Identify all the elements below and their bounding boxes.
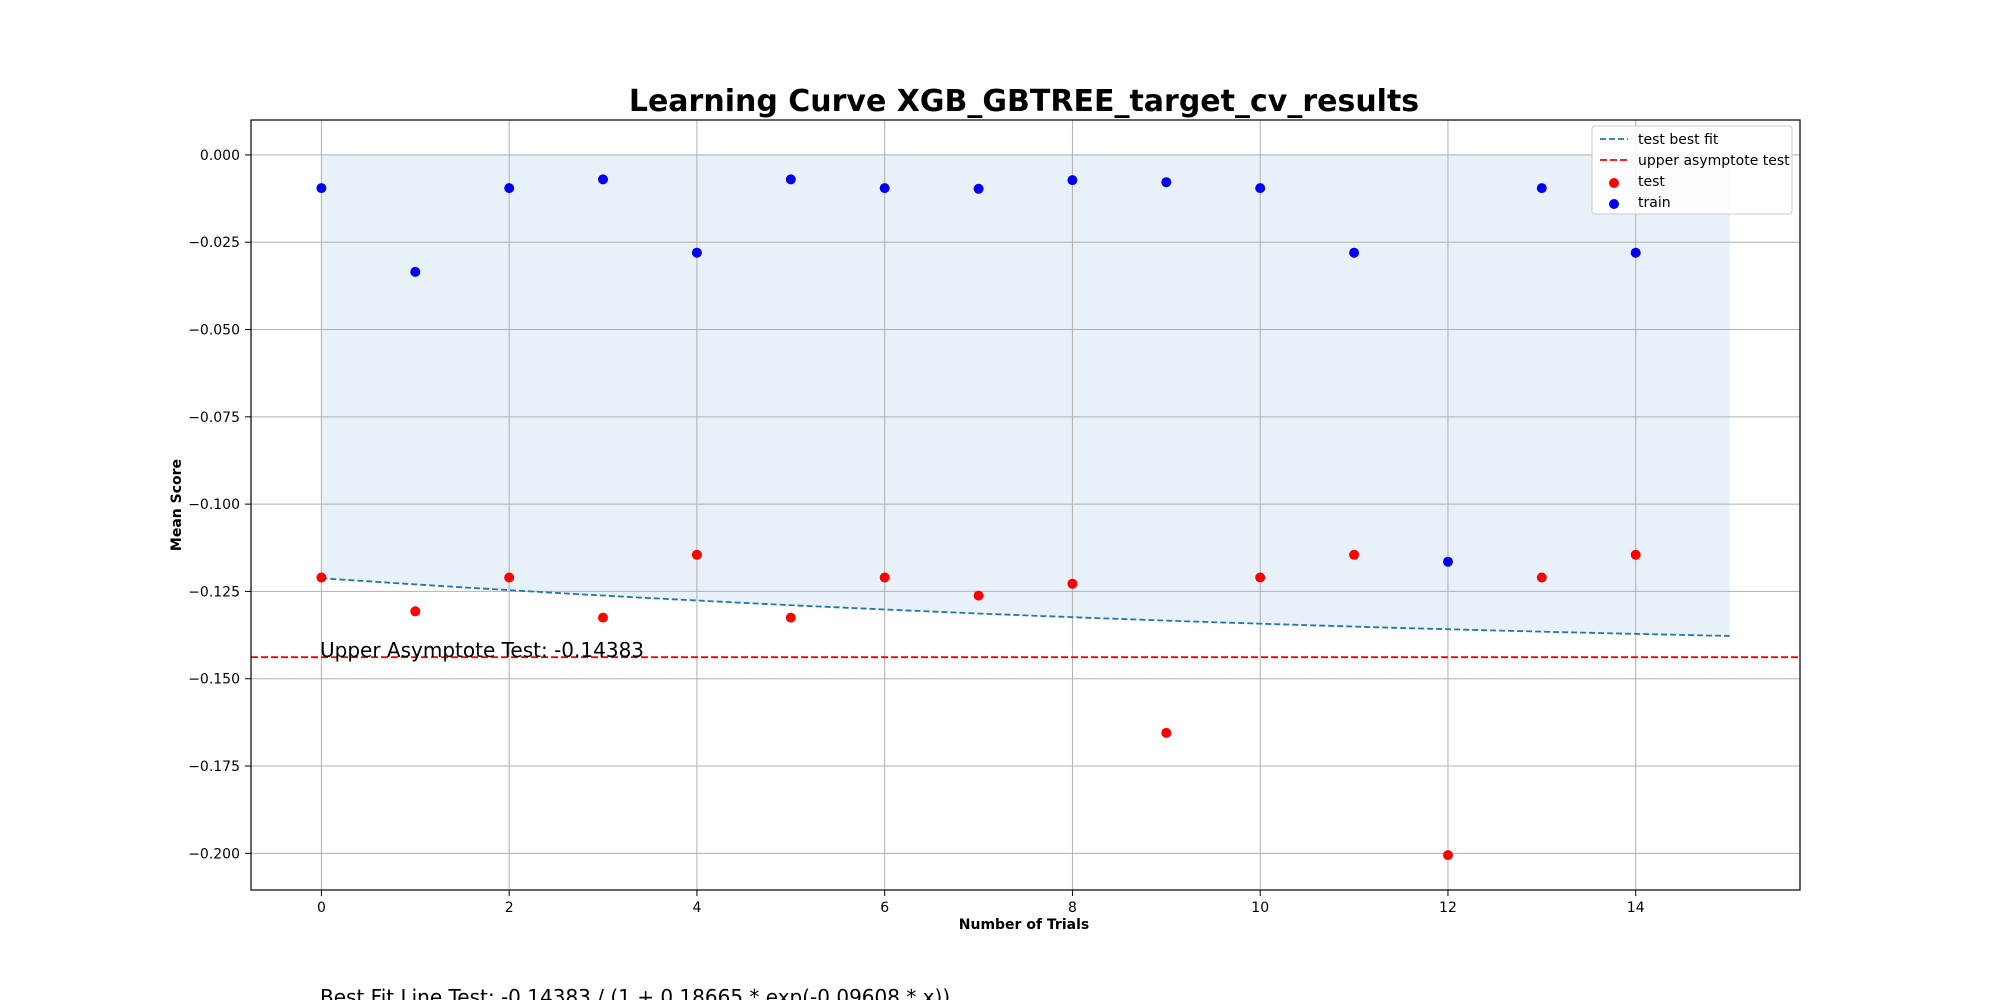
train-point [410,266,421,277]
train-point [691,247,702,258]
y-tick-label: −0.075 [188,410,240,426]
x-axis-label: Number of Trials [959,917,1089,933]
test-point [1161,727,1172,738]
formula-annotation: Best Fit Line Test: -0.14383 / (1 + 0.18… [320,985,950,1000]
x-tick-label: 6 [880,900,889,916]
train-point [1536,183,1547,194]
test-point [879,572,890,583]
y-tick-label: −0.050 [188,323,240,339]
x-tick-label: 4 [692,900,701,916]
train-point [973,183,984,194]
test-point [316,572,327,583]
train-point [1443,556,1453,567]
plot-frame [250,119,1801,891]
test-point [973,590,984,601]
test-point [1536,572,1547,583]
x-tick-label: 2 [505,900,514,916]
test-best-fit-line [321,577,1730,637]
test-point [1630,549,1641,560]
shaded-band [321,154,1730,636]
legend-label: test [1638,174,1665,190]
y-axis-label: Mean Score [169,459,185,551]
test-point [785,612,796,623]
train-point [1067,175,1078,186]
legend: test best fit upper asymptote test test tra… [1591,125,1793,215]
test-point [1255,572,1266,583]
y-tick-label: −0.125 [188,584,240,600]
train-point [1630,247,1641,258]
legend-box [1591,125,1793,215]
test-point [598,612,608,623]
test-point [1067,578,1078,589]
test-point [504,572,515,583]
y-tick-label: −0.150 [188,672,240,688]
test-point [410,606,421,617]
x-tick-label: 12 [1439,900,1457,916]
legend-label: test best fit [1638,132,1719,148]
train-point [1255,183,1266,194]
y-tick-label: −0.200 [188,846,240,862]
test-point [1349,549,1360,560]
chart-title: Learning Curve XGB_GBTREE_target_cv_resu… [629,84,1419,119]
legend-swatch-test [1609,178,1619,188]
test-point [691,549,702,560]
test-point [1443,850,1453,861]
train-point [879,183,890,194]
train-point [1161,177,1172,188]
train-point [504,183,515,194]
y-tick-label: −0.025 [188,235,240,251]
legend-label: upper asymptote test [1638,153,1790,169]
x-tick-label: 14 [1627,900,1645,916]
train-point [1349,247,1360,258]
y-tick-label: −0.100 [188,497,240,513]
y-tick-label: −0.175 [188,759,240,775]
x-tick-label: 0 [317,900,326,916]
y-tick-label: 0.000 [200,148,240,164]
x-tick-label: 10 [1251,900,1269,916]
asymptote-annotation: Upper Asymptote Test: -0.14383 [320,638,644,662]
train-point [316,183,327,194]
legend-swatch-train [1609,199,1619,209]
train-point [785,174,796,185]
train-point [598,174,608,185]
x-tick-label: 8 [1068,900,1077,916]
legend-label: train [1638,195,1671,211]
